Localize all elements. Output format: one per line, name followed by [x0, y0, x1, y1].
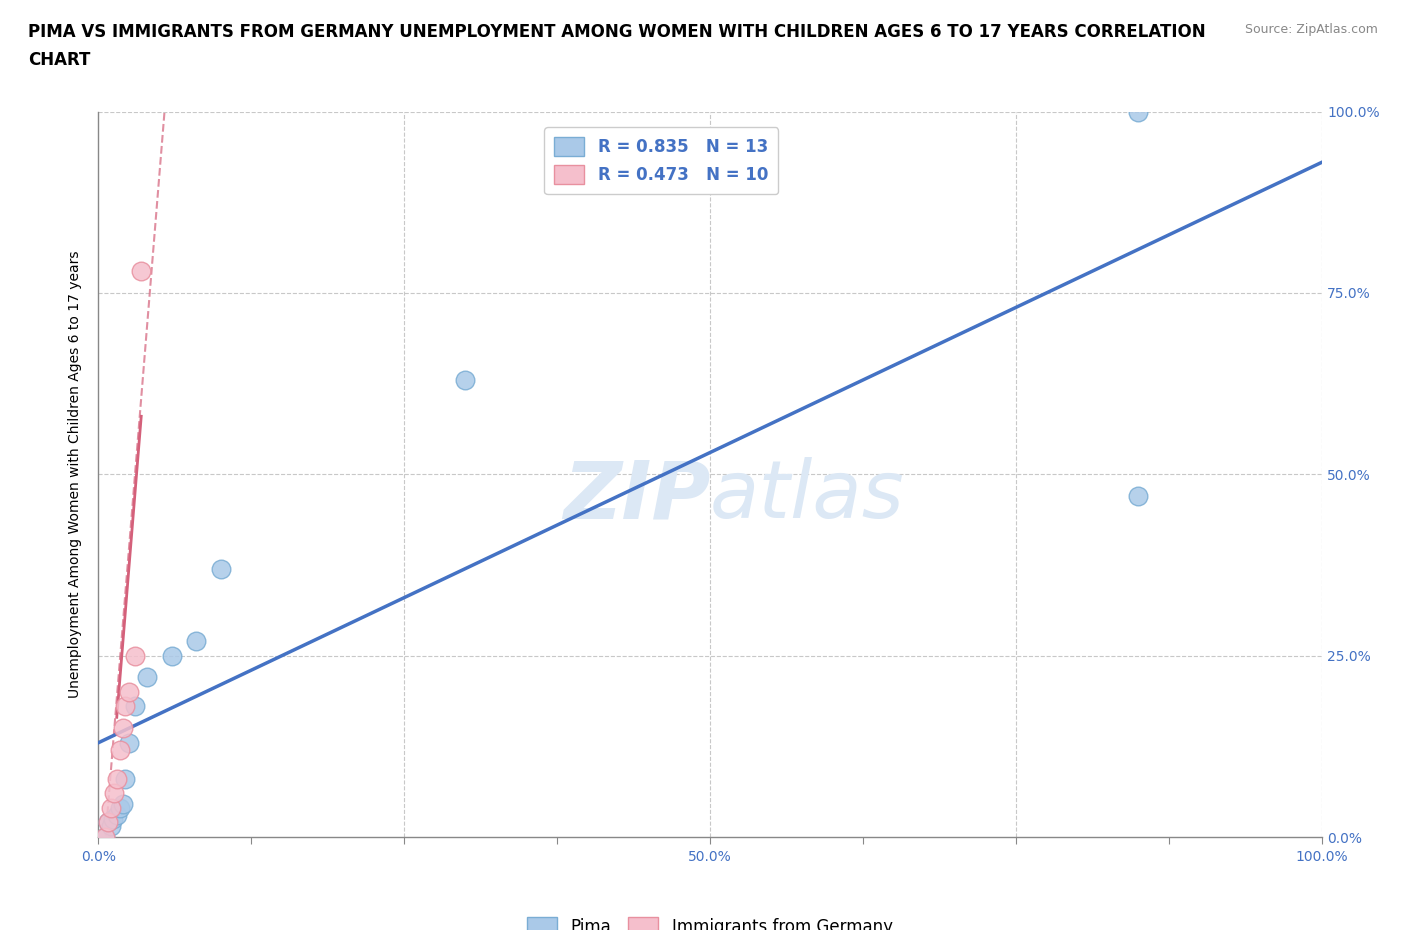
Point [97, 815, 120, 830]
Point [93, 830, 115, 844]
Point [93, 830, 115, 844]
Point [114, 772, 136, 787]
Point [111, 797, 134, 812]
Point [100, 818, 122, 833]
Point [129, 264, 152, 279]
Point [110, 742, 132, 757]
Point [118, 736, 141, 751]
Point [105, 808, 128, 823]
Point [100, 801, 122, 816]
Text: ZIP: ZIP [562, 457, 710, 535]
Text: PIMA VS IMMIGRANTS FROM GERMANY UNEMPLOYMENT AMONG WOMEN WITH CHILDREN AGES 6 TO: PIMA VS IMMIGRANTS FROM GERMANY UNEMPLOY… [28, 23, 1206, 41]
Point [136, 670, 159, 684]
Point [124, 648, 146, 663]
Legend: Pima, Immigrants from Germany: Pima, Immigrants from Germany [520, 910, 900, 930]
Point [454, 373, 477, 388]
Text: atlas: atlas [710, 457, 905, 535]
Point [103, 786, 125, 801]
Text: Source: ZipAtlas.com: Source: ZipAtlas.com [1244, 23, 1378, 36]
Point [101, 811, 124, 827]
Point [186, 633, 208, 648]
Point [124, 699, 146, 714]
Point [1128, 104, 1150, 119]
Point [110, 801, 132, 816]
Point [1128, 488, 1150, 503]
Point [111, 721, 134, 736]
Point [105, 772, 128, 787]
Y-axis label: Unemployment Among Women with Children Ages 6 to 17 years: Unemployment Among Women with Children A… [69, 250, 83, 698]
Point [118, 684, 141, 699]
Text: CHART: CHART [28, 51, 90, 69]
Point [97, 815, 120, 830]
Point [209, 561, 232, 576]
Point [114, 699, 136, 714]
Point [160, 648, 183, 663]
